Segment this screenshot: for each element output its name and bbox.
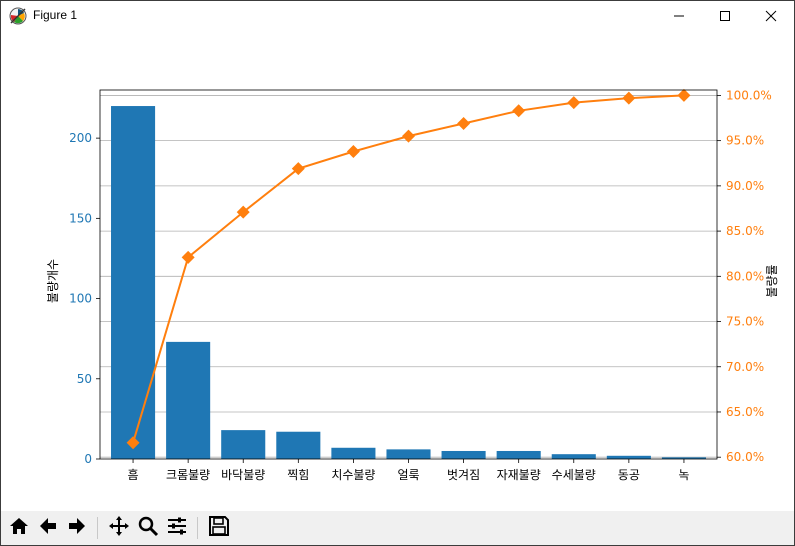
x-tick-label: 수세불량 (552, 468, 596, 482)
pan-icon (108, 515, 130, 541)
configure-subplots-button[interactable] (164, 515, 190, 541)
window-title: Figure 1 (33, 8, 78, 22)
y-tick-label: 0 (84, 452, 92, 466)
line-point (677, 88, 691, 102)
x-tick-label: 벗겨짐 (447, 468, 480, 482)
y2-axis-label: 불량률 (765, 264, 779, 297)
line-point (126, 436, 140, 450)
bar (441, 450, 486, 459)
y-tick-label: 50 (77, 372, 92, 386)
navigation-toolbar (1, 511, 794, 545)
y2-tick-label: 65.0% (726, 405, 764, 419)
close-button[interactable] (748, 1, 794, 31)
line-point (291, 162, 305, 176)
line-point (402, 129, 415, 143)
y2-tick-label: 60.0% (726, 450, 764, 464)
y-tick-label: 150 (69, 211, 92, 225)
toolbar-separator (97, 517, 98, 539)
y2-tick-label: 95.0% (726, 134, 764, 148)
forward-arrow-icon (66, 515, 88, 541)
y2-tick-label: 90.0% (726, 179, 764, 193)
bar (496, 450, 541, 459)
pareto-chart: 0 50 100 150 200 60.0% 65.0% 70.0% 75.0% 80.0% 85.… (46, 88, 779, 482)
line-point (512, 104, 526, 118)
x-tick-label: 자재불량 (497, 468, 541, 482)
y-tick-label: 100 (69, 292, 92, 306)
configure-subplots-icon (166, 515, 188, 541)
axis-labels: 불량개수 불량률 (46, 259, 779, 303)
y2-tick-label: 80.0% (726, 269, 764, 283)
save-icon (208, 515, 230, 541)
cumulative-line (132, 94, 684, 444)
y2-tick-label: 85.0% (726, 224, 764, 238)
toolbar-separator (197, 517, 198, 539)
line-point (236, 205, 250, 219)
bar (551, 454, 596, 459)
x-tick-label: 녹 (678, 468, 689, 482)
maximize-button[interactable] (702, 1, 748, 31)
minimize-icon (673, 10, 685, 22)
pan-button[interactable] (106, 515, 132, 541)
close-icon (765, 10, 777, 22)
save-button[interactable] (206, 515, 232, 541)
figure-canvas[interactable]: 0 50 100 150 200 60.0% 65.0% 70.0% 75.0% 80.0% 85.… (1, 31, 794, 511)
bar (221, 430, 266, 459)
y-axis-label: 불량개수 (46, 259, 60, 303)
y2-tick-label: 70.0% (726, 360, 764, 374)
x-tick-label: 크롬불량 (166, 468, 210, 482)
bar (111, 106, 156, 459)
y2-tick-label: 100.0% (726, 88, 772, 102)
zoom-button[interactable] (135, 515, 161, 541)
x-tick-label: 동공 (618, 468, 640, 482)
home-button[interactable] (6, 515, 32, 541)
y-tick-label: 200 (69, 131, 92, 145)
forward-button[interactable] (64, 515, 90, 541)
back-button[interactable] (35, 515, 61, 541)
bar (166, 341, 211, 459)
home-icon (8, 515, 30, 541)
x-tick-label: 흠 (128, 468, 139, 482)
bar (276, 431, 321, 459)
bar (386, 449, 431, 459)
bar (606, 455, 651, 459)
line-point (346, 145, 360, 158)
bar (661, 457, 706, 459)
bar (331, 447, 376, 459)
bar-series (111, 106, 706, 459)
axes: 0 50 100 150 200 60.0% 65.0% 70.0% 75.0% 80.0% 85.… (69, 88, 772, 482)
line-point (457, 116, 471, 130)
x-tick-label: 치수불량 (331, 468, 375, 482)
x-tick-label: 찍힘 (287, 468, 309, 482)
title-bar[interactable]: Figure 1 (1, 1, 794, 31)
line-point (622, 91, 636, 105)
back-arrow-icon (37, 515, 59, 541)
matplotlib-icon (9, 7, 27, 25)
x-tick-label: 바닥불량 (221, 468, 265, 482)
minimize-button[interactable] (656, 1, 702, 31)
y2-tick-label: 75.0% (726, 315, 764, 329)
x-tick-label: 얼룩 (397, 468, 419, 482)
zoom-icon (137, 515, 159, 541)
maximize-icon (719, 10, 731, 22)
line-point (567, 96, 581, 110)
cumulative-line-series (126, 88, 691, 450)
line-point (181, 250, 195, 264)
